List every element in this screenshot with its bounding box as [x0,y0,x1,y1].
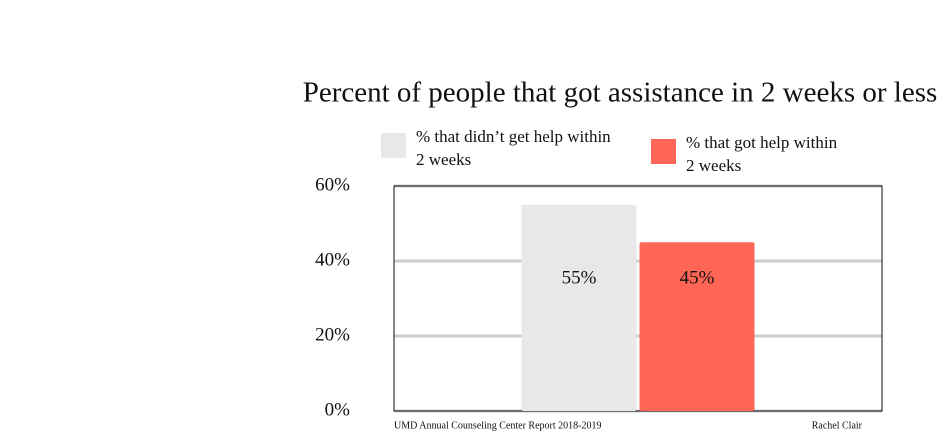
legend-swatch [651,139,676,164]
source-note: UMD Annual Counseling Center Report 2018… [394,420,601,431]
credit-note: Rachel Clair [812,420,863,431]
bar [521,204,637,411]
legend-swatch [381,133,406,158]
chart-title: Percent of people that got assistance in… [303,77,938,109]
bar [639,242,755,411]
plot-border [393,185,883,412]
legend-label: % that didn’t get help within 2 weeks [416,127,611,169]
y-tick-label: 60% [315,174,350,195]
y-tick-label: 0% [325,399,351,420]
y-tick-label: 20% [315,324,350,345]
value-label: 45% [680,268,715,289]
legend-label: % that got help within 2 weeks [686,133,838,175]
legend-item: % that didn’t get help within 2 weeks [381,125,616,171]
y-tick-label: 40% [315,249,350,270]
value-label: 55% [562,268,597,289]
legend-item: % that got help within 2 weeks [651,131,841,177]
